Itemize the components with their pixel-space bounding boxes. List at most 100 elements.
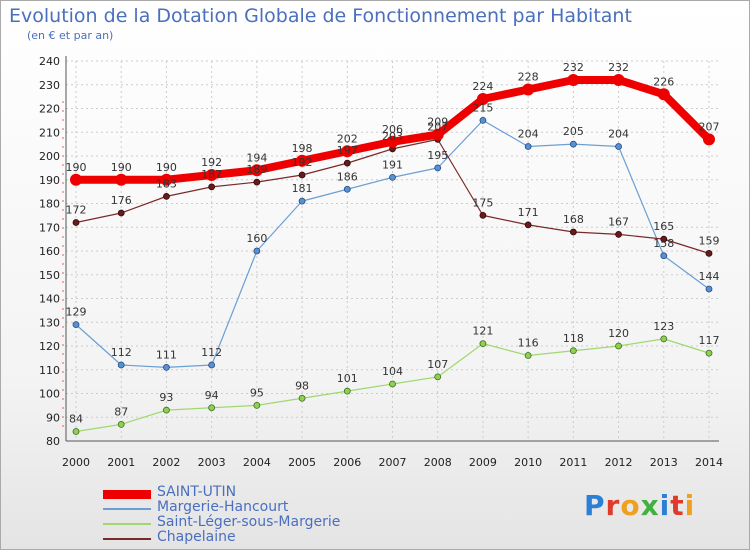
data-label-saint-utin: 228 — [518, 71, 539, 84]
data-label-margerie-hancourt: 160 — [246, 232, 267, 245]
legend-item-saint-utin: SAINT-UTIN — [103, 484, 403, 502]
data-label-chapelaine: 168 — [563, 213, 584, 226]
point-saint-utin — [160, 173, 173, 186]
x-tick-label: 2014 — [695, 456, 723, 469]
y-tick-label: 120 — [39, 340, 60, 353]
y-tick-label: 210 — [39, 126, 60, 139]
data-label-chapelaine: 203 — [382, 130, 403, 143]
point-saint-leger — [298, 394, 306, 402]
proxiti-logo: Proxiti — [584, 489, 695, 522]
logo-letter: i — [684, 489, 696, 522]
x-tick-label: 2013 — [650, 456, 678, 469]
point-margerie-hancourt — [72, 321, 80, 329]
data-label-saint-leger: 95 — [250, 386, 264, 399]
point-margerie-hancourt — [434, 164, 442, 172]
y-tick-label: 180 — [39, 198, 60, 211]
point-margerie-hancourt — [163, 363, 170, 371]
y-tick-label: 130 — [39, 316, 60, 329]
data-label-margerie-hancourt: 129 — [66, 306, 87, 319]
point-saint-leger — [660, 335, 668, 343]
data-label-saint-utin: 232 — [608, 61, 629, 74]
point-saint-leger — [434, 373, 442, 381]
data-label-saint-leger: 117 — [699, 334, 720, 347]
data-label-saint-utin: 194 — [246, 151, 267, 164]
point-margerie-hancourt — [479, 116, 487, 124]
data-label-margerie-hancourt: 191 — [382, 158, 403, 171]
point-chapelaine — [660, 235, 668, 243]
data-label-saint-utin: 209 — [427, 116, 448, 129]
data-label-saint-leger: 120 — [608, 327, 629, 340]
data-label-margerie-hancourt: 112 — [201, 346, 222, 359]
data-label-chapelaine: 189 — [246, 163, 267, 176]
data-label-saint-utin: 202 — [337, 132, 358, 145]
point-chapelaine — [298, 171, 306, 179]
data-label-margerie-hancourt: 111 — [156, 348, 177, 361]
data-label-saint-utin: 224 — [472, 80, 493, 93]
x-tick-label: 2005 — [288, 456, 316, 469]
x-tick-label: 2010 — [514, 456, 542, 469]
point-saint-utin — [703, 133, 715, 146]
point-saint-leger — [343, 387, 351, 395]
x-tick-label: 2012 — [605, 456, 633, 469]
logo-letter: x — [640, 489, 660, 522]
y-tick-label: 200 — [39, 150, 60, 163]
point-margerie-hancourt — [343, 185, 351, 193]
legend-label-saint-utin: SAINT-UTIN — [157, 484, 237, 500]
x-tick-label: 2006 — [333, 456, 361, 469]
y-tick-label: 80 — [46, 435, 60, 448]
data-label-chapelaine: 192 — [292, 156, 313, 169]
data-label-chapelaine: 172 — [66, 204, 87, 217]
data-label-chapelaine: 197 — [337, 144, 358, 157]
logo-letter: P — [584, 489, 606, 522]
point-saint-leger — [72, 428, 80, 435]
point-chapelaine — [208, 183, 216, 191]
logo-letter: r — [605, 489, 621, 522]
point-chapelaine — [72, 219, 80, 226]
point-saint-leger — [479, 340, 487, 348]
series-group — [70, 74, 715, 435]
data-label-margerie-hancourt: 158 — [653, 237, 674, 250]
data-label-saint-utin: 192 — [201, 156, 222, 169]
y-tick-labels: 80 90 100 110 120 130 140 150 160 170 180 190 200 210… — [39, 55, 60, 448]
x-tick-label: 2007 — [379, 456, 407, 469]
data-label-margerie-hancourt: 195 — [427, 149, 448, 162]
point-saint-leger — [615, 342, 622, 350]
y-tick-label: 230 — [39, 79, 60, 92]
point-margerie-hancourt — [569, 140, 577, 148]
data-label-saint-leger: 94 — [205, 389, 219, 402]
data-label-chapelaine: 176 — [111, 194, 132, 207]
y-tick-label: 190 — [39, 174, 60, 187]
data-label-saint-leger: 84 — [69, 413, 83, 426]
point-saint-utin — [431, 128, 444, 141]
point-saint-utin — [386, 135, 399, 148]
data-label-saint-leger: 121 — [472, 325, 493, 338]
point-chapelaine — [479, 211, 487, 219]
logo-letter: i — [659, 489, 671, 522]
point-saint-utin — [115, 173, 128, 186]
point-margerie-hancourt — [389, 173, 396, 181]
point-margerie-hancourt — [660, 252, 668, 260]
legend-label-chapelaine: Chapelaine — [157, 529, 236, 545]
data-labels: 190 190 190 192 194 198 202 206 209 224 228 232 232 2… — [66, 61, 720, 426]
data-label-saint-utin: 207 — [699, 120, 720, 133]
point-saint-utin — [296, 154, 309, 167]
point-margerie-hancourt — [208, 361, 216, 369]
x-tick-label: 2002 — [152, 456, 180, 469]
point-saint-leger — [569, 347, 577, 355]
point-saint-leger — [524, 352, 532, 359]
point-chapelaine — [705, 249, 713, 257]
legend-item-saint-leger: Saint-Léger-sous-Margerie — [103, 515, 403, 532]
x-tick-label: 2000 — [62, 456, 90, 469]
data-label-saint-leger: 101 — [337, 372, 358, 385]
gridlines — [66, 60, 719, 442]
data-label-chapelaine: 187 — [201, 168, 222, 181]
point-saint-leger — [208, 404, 216, 412]
y-tick-label: 240 — [39, 55, 60, 68]
point-saint-utin — [250, 164, 263, 177]
data-label-chapelaine: 159 — [699, 234, 720, 247]
y-tick-label: 100 — [39, 388, 60, 401]
legend-item-margerie-hancourt: Margerie-Hancourt — [103, 500, 403, 517]
point-chapelaine — [569, 228, 577, 236]
data-label-chapelaine: 171 — [518, 206, 539, 219]
y-tick-label: 110 — [39, 364, 60, 377]
